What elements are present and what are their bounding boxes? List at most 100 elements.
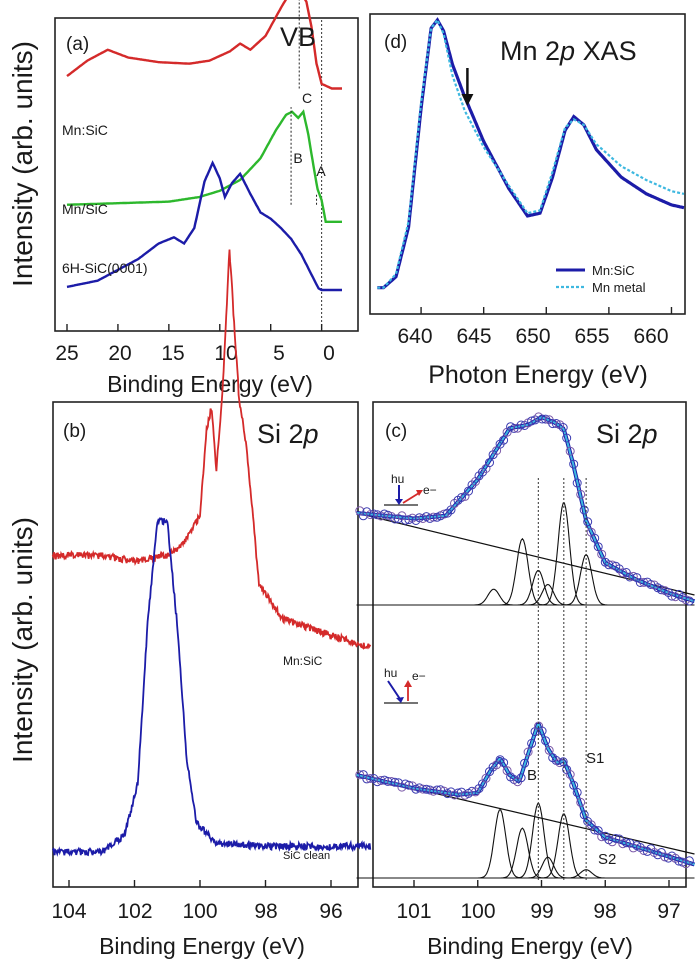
data-point — [562, 433, 572, 443]
data-point — [428, 786, 438, 796]
data-point — [499, 435, 509, 445]
data-point — [386, 777, 396, 786]
data-point — [520, 758, 530, 768]
data-point — [432, 785, 442, 795]
series-label-6h-sic: 6H-SiC(0001) — [62, 260, 148, 276]
panel-b-xlabel: Binding Energy (eV) — [99, 933, 305, 959]
annotation-b: B — [527, 767, 537, 784]
panel-b: (b) Si 2p Mn:SiC SiC clean 104 102 100 9… — [51, 249, 372, 959]
annotation-s1: S1 — [586, 750, 604, 767]
series-label-mn-sic: Mn:SiC — [62, 122, 108, 138]
data-point — [523, 747, 533, 757]
data-point — [597, 549, 607, 559]
component-peak-0-5 — [356, 553, 695, 606]
tick-label: 660 — [633, 325, 668, 348]
series-line-0 — [66, 0, 342, 90]
arrow-head-icon — [395, 499, 403, 505]
data-point — [576, 797, 586, 807]
annotation-b: B — [293, 150, 302, 166]
data-point — [565, 770, 575, 779]
data-point — [372, 777, 382, 787]
data-point — [572, 478, 582, 488]
series-line-1 — [66, 109, 342, 223]
data-point — [569, 780, 579, 790]
data-point — [428, 512, 438, 522]
tick-label: 645 — [456, 325, 491, 348]
data-point — [439, 509, 449, 519]
data-point — [558, 423, 568, 432]
panel-d-legend: Mn:SiC Mn metal — [556, 263, 646, 295]
data-point — [621, 838, 631, 848]
tick-label: 5 — [273, 342, 285, 365]
tick-label: 100 — [460, 900, 495, 923]
data-point — [565, 446, 575, 456]
data-point — [611, 834, 621, 843]
panel-d-xlabel: Photon Energy (eV) — [428, 361, 648, 389]
annotation-c: C — [302, 90, 312, 106]
data-point — [684, 596, 694, 606]
tick-label: 97 — [657, 900, 680, 923]
tick-label: 0 — [323, 342, 335, 365]
arrow-icon-head — [461, 94, 474, 106]
panel-a-plot — [66, 0, 342, 331]
data-point — [569, 459, 579, 469]
data-point — [579, 505, 589, 515]
data-point — [372, 510, 382, 520]
data-point — [414, 513, 424, 523]
panel-d-ticks: 640 645 650 655 660 — [397, 325, 668, 348]
panel-c-title: Si 2p — [596, 419, 658, 449]
ylabel-top: Intensity (arb. units) — [7, 41, 38, 287]
data-point — [639, 577, 649, 587]
panel-b-label: (b) — [63, 421, 86, 442]
series-line-0 — [51, 249, 372, 650]
data-point — [583, 517, 593, 527]
tick-label: 20 — [108, 342, 131, 365]
data-point — [604, 560, 614, 570]
data-point — [590, 825, 600, 835]
data-point — [527, 416, 537, 426]
arrow-head-icon — [416, 490, 423, 496]
photon-arrow — [387, 680, 401, 700]
panel-c-xlabel: Binding Energy (eV) — [427, 933, 633, 959]
data-point — [684, 856, 694, 866]
data-point — [365, 510, 375, 520]
data-point — [400, 515, 410, 525]
panel-a: (a) VB Mn:SiC Mn/SiC 6H-SiC(0001) A B C … — [54, 0, 359, 397]
ylabel-bottom: Intensity (arb. units) — [7, 517, 38, 763]
panel-a-title: VB — [280, 22, 316, 52]
tick-label: 10 — [214, 342, 237, 365]
panel-c-ticks: 101 100 99 98 97 — [396, 900, 680, 923]
legend-label-mn-sic: Mn:SiC — [592, 263, 635, 278]
panel-c: (c) Si 2p hu e− hu e− B S1 S2 101 100 99 — [355, 401, 696, 959]
tick-label: 640 — [397, 325, 432, 348]
inset-electron-label: e− — [412, 669, 426, 683]
component-peak-1-5 — [356, 869, 695, 879]
data-point — [485, 458, 494, 468]
data-point — [541, 414, 551, 424]
panel-d-frame — [369, 13, 686, 315]
data-point — [527, 738, 537, 748]
tick-label: 650 — [515, 325, 550, 348]
component-peak-0-1 — [356, 537, 695, 606]
data-point — [383, 776, 393, 786]
data-point — [376, 776, 386, 785]
arrow-head-icon — [396, 697, 404, 703]
inset-electron-label: e− — [423, 483, 437, 497]
panel-a-ticks: 25 20 15 10 5 0 — [55, 342, 335, 365]
inset-photon-label: hu — [384, 666, 397, 680]
electron-arrow — [402, 492, 420, 504]
data-point — [457, 493, 466, 502]
tick-label: 102 — [117, 900, 152, 923]
data-point — [618, 568, 628, 578]
legend-label-mn-metal: Mn metal — [592, 280, 646, 295]
data-point — [362, 774, 372, 784]
data-point — [558, 757, 568, 767]
panel-c-plot — [355, 412, 696, 887]
series-label-mn-sic: Mn:SiC — [283, 654, 323, 668]
data-point — [618, 839, 628, 849]
series-label-sic-clean: SiC clean — [283, 850, 330, 862]
panel-d: (d) Mn 2p XAS Mn:SiC Mn metal 640 645 65… — [369, 13, 686, 389]
data-point — [541, 736, 551, 746]
panel-a-frame — [54, 17, 359, 332]
